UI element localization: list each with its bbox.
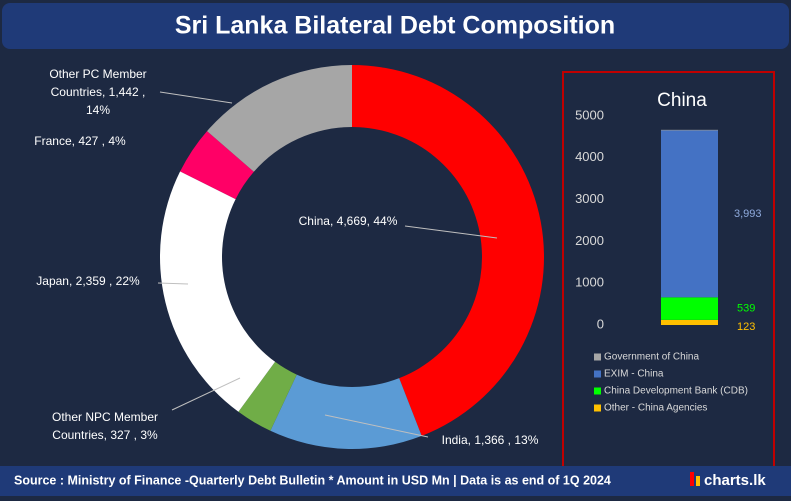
legend-swatch <box>594 404 601 412</box>
value-label: 3,993 <box>734 208 762 220</box>
legend-label: Government of China <box>604 352 699 363</box>
logo-icon <box>696 476 700 486</box>
legend-swatch <box>594 353 601 361</box>
leader-line <box>157 282 189 285</box>
page-title: Sri Lanka Bilateral Debt Composition <box>175 12 615 40</box>
leader-line <box>159 91 233 104</box>
bar-segment <box>661 130 718 298</box>
y-tick-label: 5000 <box>575 107 604 122</box>
bar-segment <box>661 319 718 325</box>
legend-label: Other - China Agencies <box>604 403 707 414</box>
donut-slice <box>352 65 544 436</box>
data-label: Countries, 1,442 , <box>51 85 146 99</box>
leader-line <box>404 225 498 239</box>
leader-line <box>324 414 429 438</box>
value-label: 539 <box>737 302 755 314</box>
bar-segment <box>661 129 718 131</box>
bar-segment <box>661 297 718 320</box>
data-label: India, 1,366 , 13% <box>442 433 539 447</box>
chart-title: China <box>657 90 707 111</box>
data-label: Other NPC Member <box>52 410 158 424</box>
data-label: China, 4,669, 44% <box>299 214 398 228</box>
donut-slice <box>160 171 276 412</box>
title-banner <box>2 3 789 49</box>
y-tick-label: 1000 <box>575 275 604 290</box>
data-label: 14% <box>86 103 110 117</box>
data-label: Other PC Member <box>49 67 146 81</box>
donut-slice <box>180 131 254 200</box>
data-label: Japan, 2,359 , 22% <box>36 274 140 288</box>
leader-line <box>171 377 241 411</box>
y-tick-label: 3000 <box>575 191 604 206</box>
donut-slice <box>238 361 297 431</box>
data-label: Countries, 327 , 3% <box>52 428 158 442</box>
logo-icon <box>690 472 694 486</box>
source: Source : Ministry of Finance -Quarterly … <box>14 473 611 487</box>
y-tick-label: 2000 <box>575 233 604 248</box>
data-label: France, 427 , 4% <box>34 134 126 148</box>
value-label: 123 <box>737 321 755 333</box>
donut-slice <box>207 65 352 172</box>
legend-label: China Development Bank (CDB) <box>604 386 748 397</box>
y-tick-label: 0 <box>597 316 604 331</box>
y-tick-label: 4000 <box>575 149 604 164</box>
legend-swatch <box>594 370 601 378</box>
legend-label: EXIM - China <box>604 369 664 380</box>
footer-bar <box>0 466 791 496</box>
brand: charts.lk <box>704 472 766 489</box>
legend-swatch <box>594 387 601 395</box>
donut-slice <box>270 374 422 450</box>
